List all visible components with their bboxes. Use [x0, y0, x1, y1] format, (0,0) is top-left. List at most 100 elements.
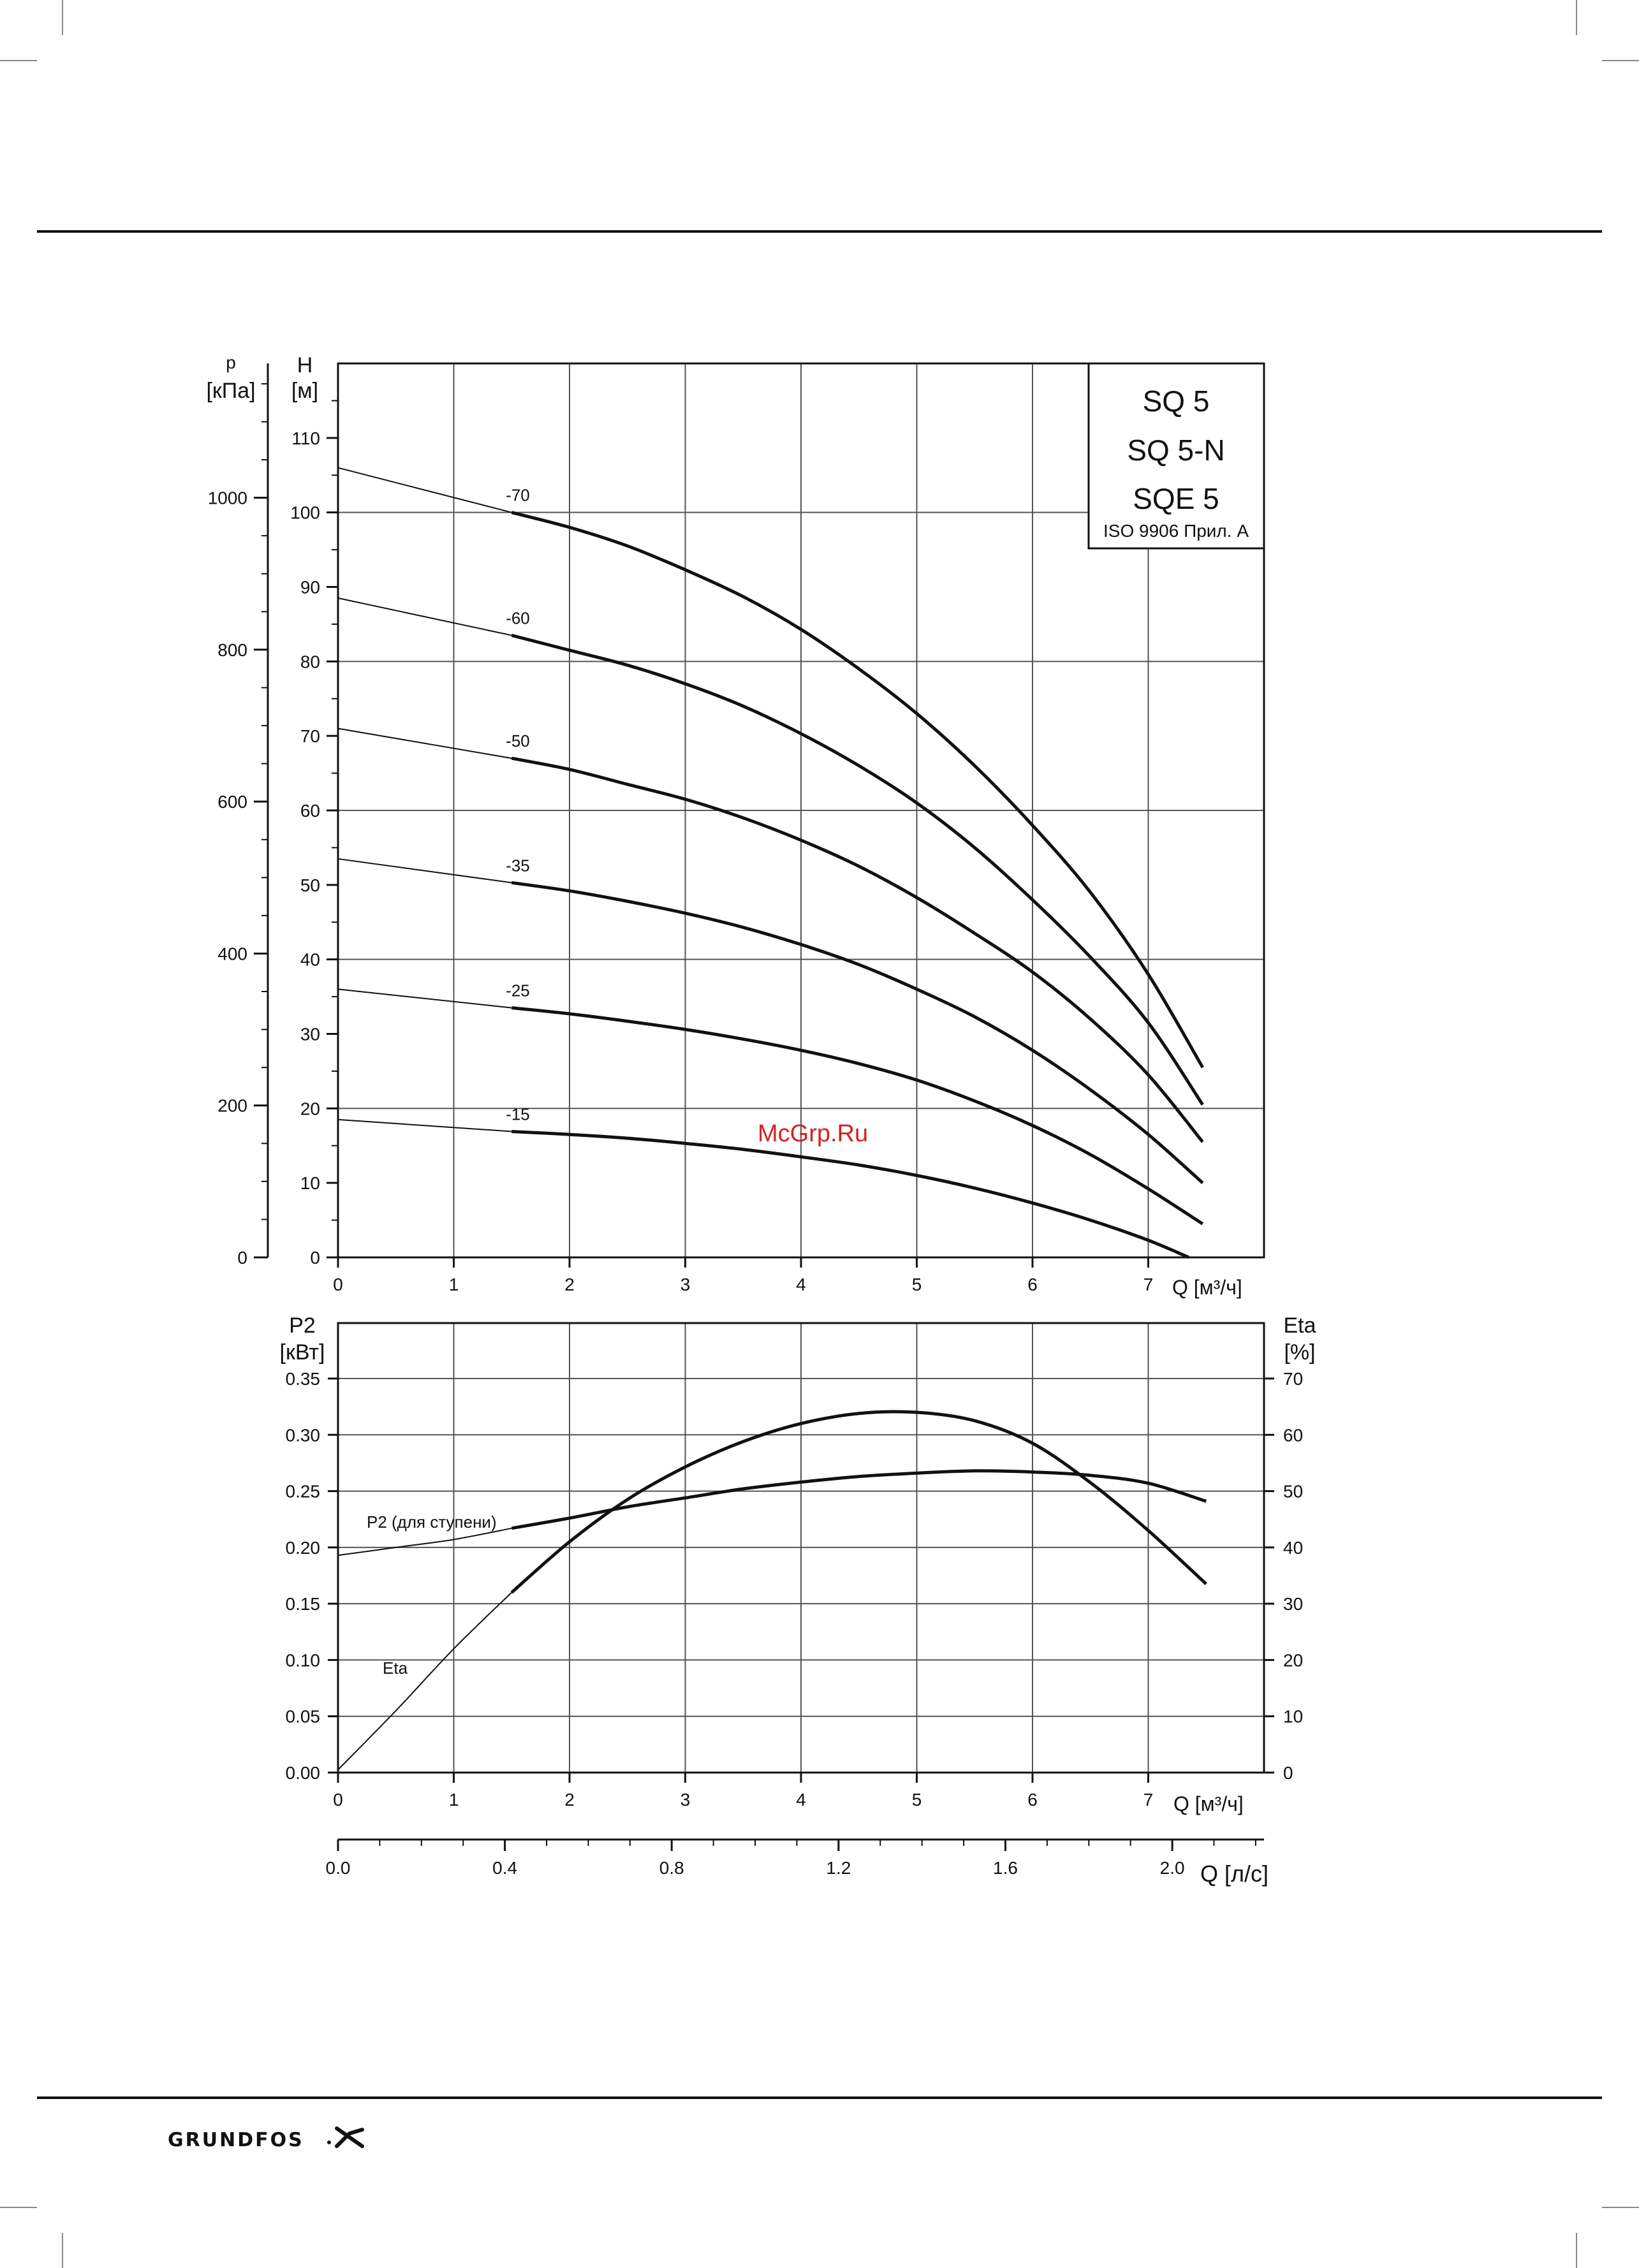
power-axis-tick-label: 0.05 — [286, 1707, 321, 1727]
eta-curve — [510, 1410, 1207, 1594]
power-axis-tick-label: 0.20 — [286, 1538, 321, 1558]
flow-ls-axis-tick-label: 0.4 — [492, 1858, 517, 1878]
power-chart-grid — [338, 1323, 1264, 1773]
head-curve-label: -35 — [506, 856, 530, 875]
power-axis-title: P2 — [289, 1313, 316, 1338]
eta-axis-unit: [%] — [1284, 1340, 1315, 1364]
head-chart-x-axis-title: Q [м³/ч] — [1172, 1276, 1242, 1299]
power-x-tick-label: 3 — [680, 1790, 691, 1810]
head-chart: 0102030405060708090100110020040060080010… — [206, 353, 1265, 1299]
head-curve-extension — [337, 597, 512, 636]
head-curve-extension — [337, 858, 512, 884]
flow-ls-axis-tick-label: 0.0 — [326, 1858, 351, 1878]
eta-curve-extension — [337, 1591, 512, 1771]
standard-label: ISO 9906 Прил. A — [1103, 521, 1249, 541]
eta-axis-tick-label: 70 — [1283, 1369, 1303, 1389]
head-x-tick-label: 6 — [1027, 1275, 1038, 1294]
head-x-tick-label: 1 — [449, 1275, 459, 1294]
head-curve-extension — [337, 988, 512, 1009]
pressure-axis-unit: [кПа] — [206, 379, 255, 403]
eta-axis-tick-label: 30 — [1283, 1594, 1303, 1614]
power-chart-axes: 0.000.050.100.150.200.250.300.3501020304… — [286, 1369, 1304, 1810]
grundfos-logo: GRUNDFOS — [168, 2126, 364, 2151]
head-curve-extension — [337, 1118, 512, 1132]
head-axis-tick-label: 20 — [300, 1099, 320, 1118]
head-curve-label: -15 — [506, 1105, 530, 1124]
model-legend-box — [1087, 362, 1265, 550]
head-axis-tick-label: 10 — [300, 1173, 320, 1193]
pressure-axis-tick-label: 0 — [237, 1248, 247, 1268]
eta-axis-tick-label: 60 — [1283, 1425, 1303, 1445]
head-axis-tick-label: 70 — [300, 726, 320, 746]
head-x-tick-label: 3 — [680, 1275, 691, 1294]
pressure-axis-title: p — [226, 353, 236, 372]
head-curve — [511, 756, 1204, 1143]
watermark: McGrp.Ru — [758, 1120, 868, 1147]
power-chart-x-axis-title: Q [м³/ч] — [1173, 1792, 1244, 1815]
head-axis-tick-label: 100 — [290, 503, 320, 523]
head-axis-tick-label: 0 — [310, 1248, 320, 1268]
head-x-tick-label: 4 — [796, 1275, 806, 1294]
pressure-axis-tick-label: 400 — [217, 944, 247, 963]
head-axis-unit: [м] — [291, 379, 318, 403]
eta-axis-title: Eta — [1283, 1313, 1316, 1338]
power-x-tick-label: 4 — [796, 1790, 806, 1810]
head-chart-curve-labels: -70 -60 -50 -35 -25 -15 — [506, 486, 530, 1124]
power-axis-unit: [кВт] — [280, 1340, 325, 1364]
power-efficiency-chart: 0.000.050.100.150.200.250.300.3501020304… — [280, 1313, 1316, 1887]
model-legend: SQ 5 SQ 5-N SQE 5 ISO 9906 Прил. A — [1087, 362, 1265, 550]
eta-series-label: Eta — [383, 1658, 408, 1678]
head-axis-tick-label: 80 — [300, 652, 320, 671]
flow-ls-axis-tick-label: 2.0 — [1160, 1858, 1185, 1878]
p2-series-label: P2 (для ступени) — [367, 1512, 497, 1532]
flow-ls-axis-tick-label: 1.2 — [826, 1858, 851, 1878]
head-axis-tick-label: 40 — [300, 950, 320, 970]
grundfos-x-icon — [327, 2126, 364, 2148]
head-x-tick-label: 7 — [1143, 1275, 1154, 1294]
pressure-axis-tick-label: 1000 — [208, 488, 247, 508]
power-x-tick-label: 6 — [1027, 1790, 1038, 1810]
head-chart-axes: 0102030405060708090100110020040060080010… — [208, 363, 1154, 1294]
head-curve — [511, 1130, 1189, 1259]
eta-axis-tick-label: 0 — [1283, 1763, 1293, 1783]
head-curve-extension — [337, 467, 512, 513]
pressure-axis-tick-label: 600 — [217, 792, 247, 812]
model-name-2: SQ 5-N — [1127, 434, 1224, 467]
p2-curve-extension — [337, 1527, 512, 1556]
brand-wordmark: GRUNDFOS — [168, 2129, 304, 2151]
pressure-axis-tick-label: 200 — [217, 1096, 247, 1116]
eta-axis-tick-label: 20 — [1283, 1650, 1303, 1670]
eta-axis-tick-label: 40 — [1283, 1538, 1303, 1558]
power-axis-tick-label: 0.15 — [286, 1594, 321, 1614]
head-curve — [511, 1006, 1204, 1225]
flow-ls-axis-tick-label: 1.6 — [993, 1858, 1018, 1878]
head-chart-curves — [337, 467, 1204, 1259]
head-x-tick-label: 0 — [333, 1275, 343, 1294]
head-curve-label: -25 — [506, 981, 530, 1000]
head-curve — [511, 511, 1204, 1069]
power-axis-tick-label: 0.25 — [286, 1482, 321, 1502]
head-axis-tick-label: 90 — [300, 578, 320, 597]
head-curve-label: -60 — [506, 608, 530, 627]
head-curve-label: -50 — [506, 731, 530, 750]
flow-ls-axis-tick-label: 0.8 — [659, 1858, 684, 1878]
pressure-axis-tick-label: 800 — [217, 640, 247, 660]
head-x-tick-label: 5 — [912, 1275, 922, 1294]
eta-axis-tick-label: 10 — [1283, 1707, 1303, 1727]
head-x-tick-label: 2 — [564, 1275, 575, 1294]
power-x-tick-label: 0 — [333, 1790, 343, 1810]
head-axis-tick-label: 110 — [291, 428, 320, 448]
head-curve-label: -70 — [506, 486, 530, 505]
head-curve-extension — [337, 728, 512, 759]
model-name-3: SQE 5 — [1133, 482, 1219, 515]
power-x-tick-label: 1 — [449, 1790, 459, 1810]
head-curve — [511, 633, 1204, 1106]
power-axis-tick-label: 0.00 — [286, 1763, 321, 1783]
head-curve — [511, 881, 1204, 1185]
power-chart-curves — [337, 1410, 1207, 1771]
flow-ls-axis-title: Q [л/с] — [1200, 1861, 1268, 1887]
head-axis-tick-label: 30 — [300, 1025, 320, 1044]
power-x-tick-label: 5 — [912, 1790, 922, 1810]
